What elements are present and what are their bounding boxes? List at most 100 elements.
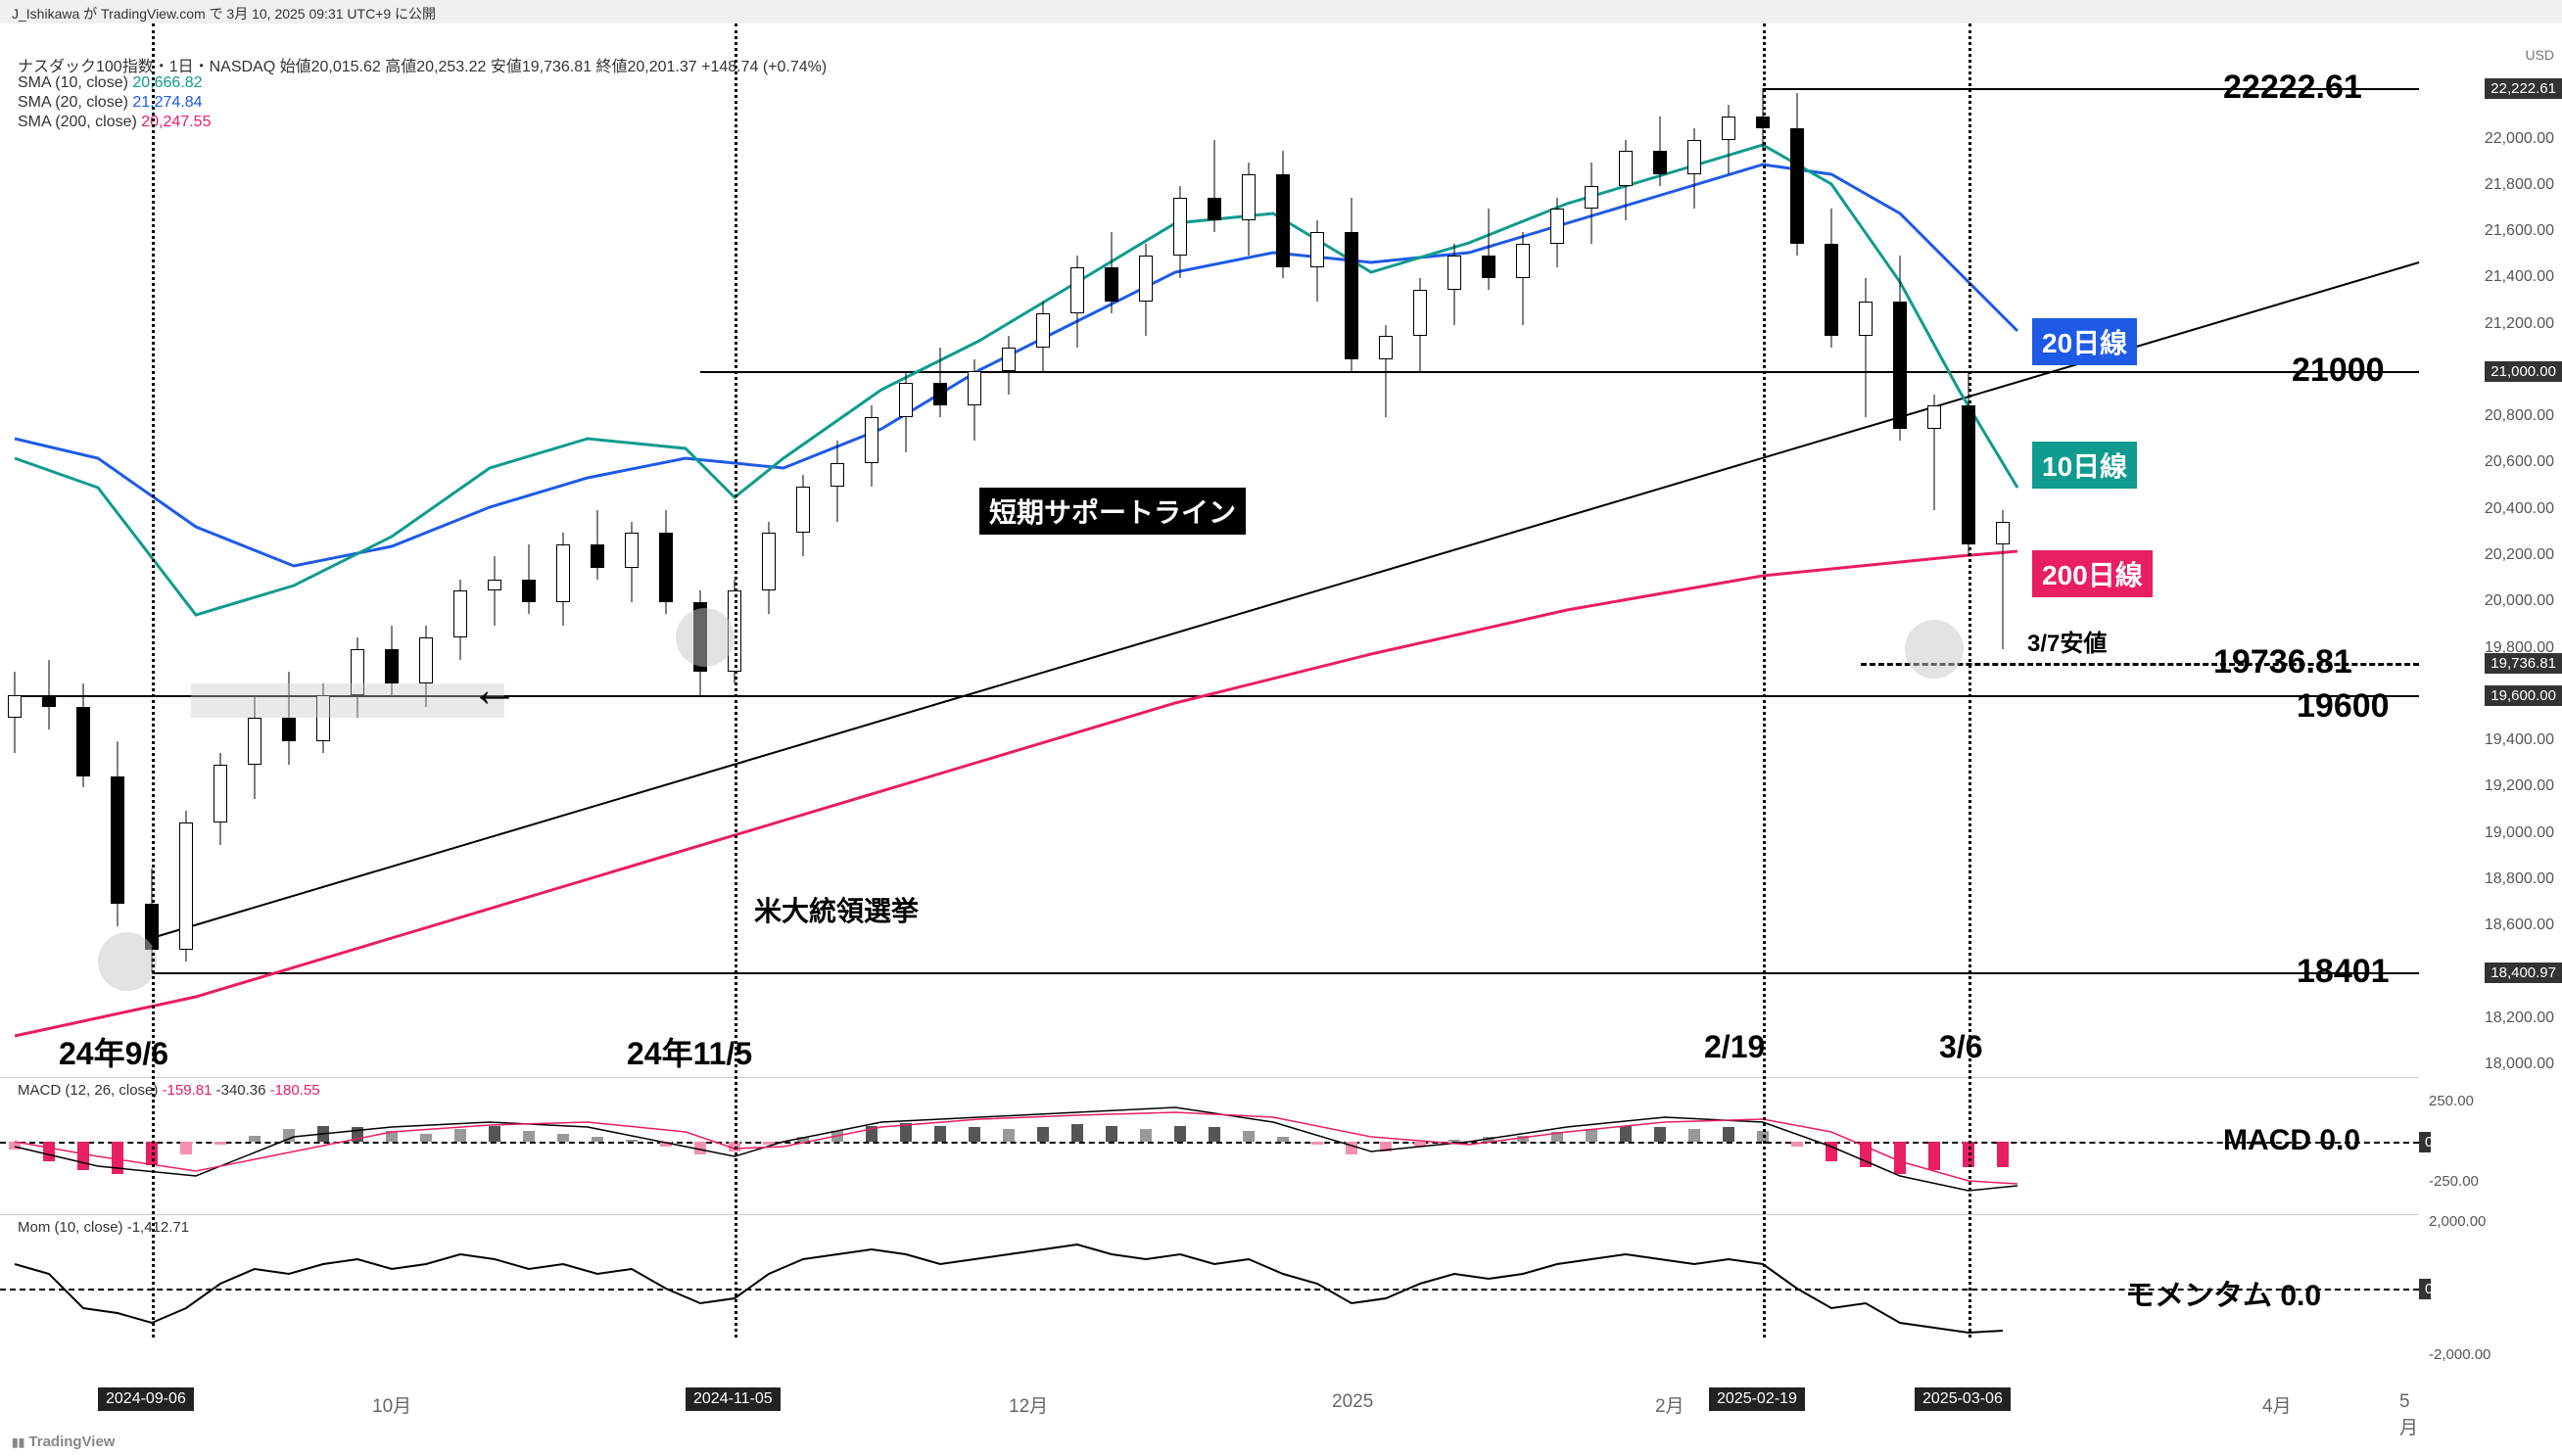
mom-ytick: -2,000.00: [2429, 1346, 2491, 1363]
y-price-tag: 22,222.61: [2485, 78, 2562, 99]
candle: [1893, 47, 1907, 1065]
x-date-tag: 2024-11-05: [686, 1387, 781, 1411]
x-date-tag: 2025-03-06: [1915, 1387, 2011, 1411]
y-tick: 21,400.00: [2485, 268, 2554, 286]
price-annotation: 18401: [2297, 953, 2390, 991]
candle: [1208, 47, 1221, 1065]
candle: [8, 47, 22, 1065]
y-tick: 19,200.00: [2485, 777, 2554, 795]
mom-zero-label: モメンタム 0.0: [2125, 1271, 2321, 1314]
y-price-tag: 18,400.97: [2485, 963, 2562, 983]
candle: [933, 47, 947, 1065]
candle: [659, 47, 673, 1065]
publish-header: J_Ishikawa が TradingView.com で 3月 10, 20…: [0, 0, 2562, 23]
y-tick: 18,200.00: [2485, 1010, 2554, 1027]
y-tick: 18,000.00: [2485, 1056, 2554, 1073]
candle: [1173, 47, 1187, 1065]
mom-ytick: 2,000.00: [2429, 1213, 2486, 1230]
text-annotation: 短期サポートライン: [979, 488, 1246, 535]
price-chart[interactable]: 22222.61 21000 19736.81 19600 18401 20日線 10日線 2…: [0, 47, 2419, 1065]
y-tick: 20,000.00: [2485, 592, 2554, 610]
sma-label-box: 200日線: [2032, 550, 2153, 597]
x-label: 5月: [2399, 1391, 2419, 1439]
candle: [522, 47, 536, 1065]
candle: [1345, 47, 1358, 1065]
macd-zero-label: MACD 0.0: [2223, 1124, 2360, 1157]
tradingview-watermark: ▮▮ TradingView: [12, 1433, 115, 1450]
y-tick: 19,000.00: [2485, 824, 2554, 842]
candle: [1036, 47, 1050, 1065]
candle: [214, 47, 227, 1065]
candle: [1413, 47, 1427, 1065]
y-tick: 18,800.00: [2485, 870, 2554, 888]
text-annotation: 3/7安値: [2027, 624, 2107, 658]
candle: [1482, 47, 1495, 1065]
candle: [179, 47, 193, 1065]
sma-label-box: 20日線: [2032, 318, 2137, 365]
candle: [351, 47, 364, 1065]
y-tick: 21,200.00: [2485, 315, 2554, 333]
price-annotation: 19736.81: [2213, 643, 2352, 681]
macd-ytick: -250.00: [2429, 1173, 2479, 1190]
vertical-marker: [735, 23, 737, 1338]
y-tick: 22,000.00: [2485, 130, 2554, 148]
x-date-tag: 2024-09-06: [98, 1387, 194, 1411]
macd-panel[interactable]: MACD (12, 26, close) -159.81 -340.36 -18…: [0, 1077, 2419, 1204]
candle: [1550, 47, 1564, 1065]
candle: [1276, 47, 1290, 1065]
x-label: 2月: [1655, 1391, 1684, 1418]
candle: [76, 47, 90, 1065]
candle: [1996, 47, 2010, 1065]
candle: [316, 47, 330, 1065]
candle: [693, 47, 707, 1065]
candle: [1927, 47, 1941, 1065]
highlight-rect: [191, 683, 504, 718]
highlight-circle: [676, 608, 735, 667]
momentum-panel[interactable]: Mom (10, close) -1,412.71 モメンタム 0.02,000…: [0, 1214, 2419, 1361]
time-axis[interactable]: 10月12月20252月4月5月2024-09-062024-11-052025…: [0, 1384, 2419, 1433]
vertical-marker: [152, 23, 155, 1338]
candle: [1825, 47, 1838, 1065]
candle: [625, 47, 639, 1065]
y-tick: 21,600.00: [2485, 222, 2554, 240]
highlight-circle: [1905, 620, 1964, 679]
y-tick: 18,600.00: [2485, 916, 2554, 934]
sma-label-box: 10日線: [2032, 442, 2137, 489]
y-tick: 20,800.00: [2485, 407, 2554, 425]
candle: [1653, 47, 1667, 1065]
text-annotation: 3/6: [1939, 1029, 1982, 1065]
candle: [1310, 47, 1324, 1065]
candle: [1139, 47, 1153, 1065]
y-price-tag: 19,600.00: [2485, 685, 2562, 706]
vertical-marker: [1763, 23, 1766, 1338]
price-y-axis[interactable]: 18,000.0018,200.0018,400.0018,600.0018,8…: [2419, 47, 2562, 1065]
highlight-circle: [98, 932, 157, 991]
candle: [248, 47, 261, 1065]
candle: [591, 47, 604, 1065]
candle: [1619, 47, 1633, 1065]
candle: [1447, 47, 1461, 1065]
candle: [488, 47, 501, 1065]
candle: [42, 47, 56, 1065]
y-tick: 20,200.00: [2485, 546, 2554, 564]
mom-zero-tag: 0.00: [2419, 1279, 2431, 1299]
chart-container: ナスダック100指数・1日・NASDAQ 始値20,015.62 高値20,25…: [0, 23, 2562, 1456]
candle: [111, 47, 124, 1065]
candle: [385, 47, 399, 1065]
price-annotation: 22222.61: [2223, 69, 2362, 107]
candle: [1242, 47, 1256, 1065]
y-price-tag: 19,736.81: [2485, 653, 2562, 674]
x-label: 2025: [1332, 1391, 1373, 1413]
y-tick: 19,400.00: [2485, 731, 2554, 749]
text-annotation: 米大統領選挙: [754, 890, 919, 929]
price-annotation: 21000: [2292, 352, 2385, 390]
x-label: 4月: [2262, 1391, 2292, 1418]
x-label: 12月: [1009, 1391, 1048, 1418]
price-annotation: 19600: [2297, 687, 2390, 726]
candle: [1002, 47, 1016, 1065]
text-annotation: 24年11/5: [627, 1029, 752, 1074]
candle: [556, 47, 570, 1065]
y-tick: 20,400.00: [2485, 500, 2554, 518]
candle: [453, 47, 467, 1065]
y-tick: 21,800.00: [2485, 176, 2554, 194]
